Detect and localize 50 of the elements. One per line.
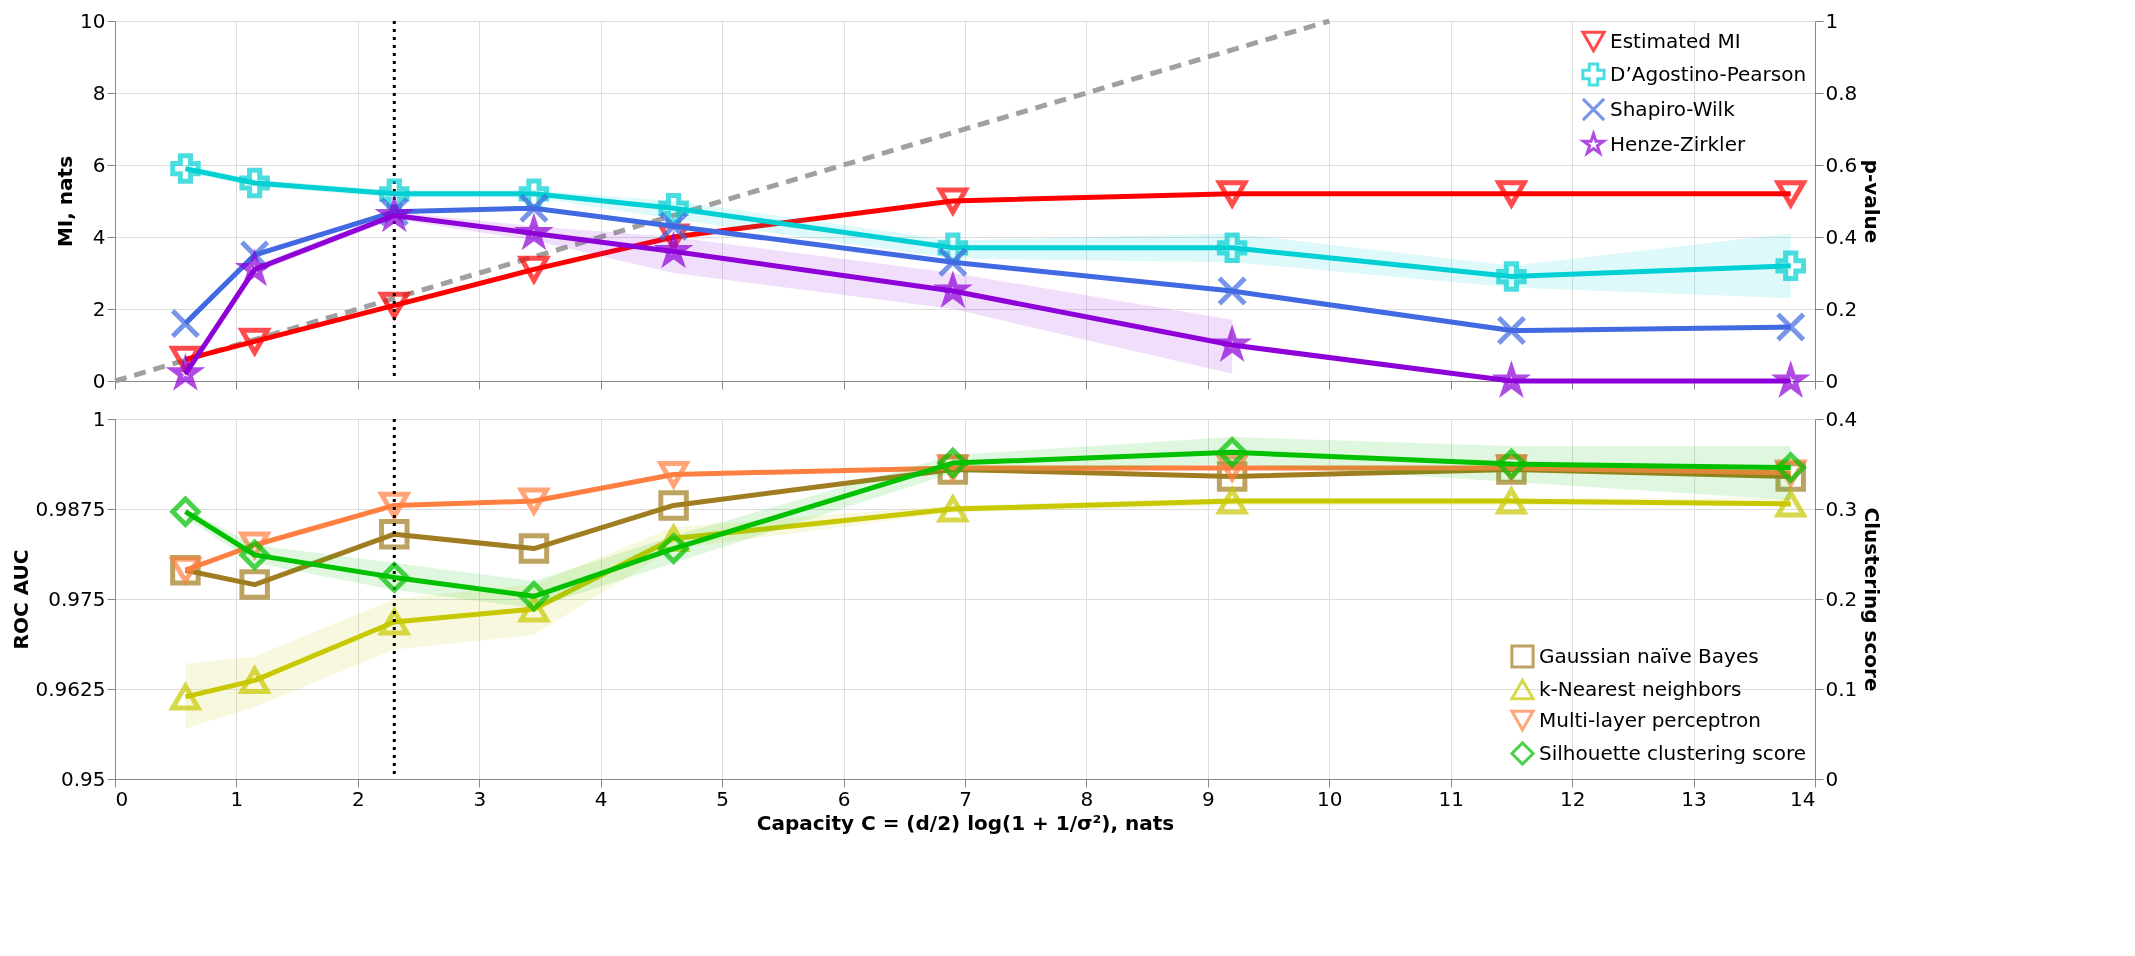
y-tick-label: 0 [92,368,106,393]
y2-tick-label: 0 [1825,368,1839,393]
x-tick-label: 10 [1317,786,1343,811]
y-tick-label: 0.9625 [35,676,106,701]
y-tick-label: 10 [80,8,106,33]
y-tick-label: 1 [92,406,106,431]
legend-label: k-Nearest neighbors [1539,676,1742,701]
legend-label: Multi-layer perceptron [1539,707,1761,732]
legend-label: D’Agostino-Pearson [1610,61,1807,86]
y2-axis-title: Clustering score [1860,507,1885,692]
x-tick-label: 5 [716,786,730,811]
y2-tick-label: 0 [1825,766,1839,791]
x-axis-title: Capacity C = (d/2) log(1 + 1/σ²), nats [756,810,1175,835]
y-tick-label: 8 [92,80,106,105]
x-tick-label: 8 [1080,786,1094,811]
y-tick-label: 6 [92,152,106,177]
y-axis-title: MI, nats [53,155,78,248]
y2-tick-label: 0.6 [1825,152,1858,177]
y-tick-label: 0.95 [60,766,106,791]
legend-label: Shapiro-Wilk [1610,96,1736,121]
y-tick-label: 0.9875 [35,496,106,521]
x-tick-label: 2 [351,786,365,811]
x-tick-label: 14 [1790,786,1816,811]
x-tick-label: 3 [473,786,487,811]
y2-tick-label: 0.3 [1825,496,1858,521]
y2-tick-label: 0.8 [1825,80,1858,105]
y-tick-label: 4 [92,224,106,249]
legend-label: Henze-Zirkler [1610,131,1746,156]
x-tick-label: 6 [837,786,851,811]
x-tick-label: 13 [1681,786,1707,811]
x-tick-label: 1 [230,786,244,811]
y2-tick-label: 0.2 [1825,296,1858,321]
y2-tick-label: 0.4 [1825,224,1858,249]
y-tick-label: 2 [92,296,106,321]
x-tick-label: 9 [1201,786,1215,811]
x-tick-label: 0 [115,786,129,811]
y2-tick-label: 0.2 [1825,586,1858,611]
x-tick-label: 11 [1438,786,1464,811]
y-tick-label: 0.975 [48,586,106,611]
x-tick-label: 7 [959,786,972,811]
x-tick-label: 12 [1559,786,1586,811]
y-axis-title: ROC AUC [8,549,33,650]
x-tick-label: 4 [594,786,608,811]
y2-axis-title: p-value [1860,159,1885,244]
legend-label: Silhouette clustering score [1539,740,1807,765]
y2-tick-label: 0.4 [1825,406,1858,431]
legend-label: Gaussian naïve Bayes [1539,643,1759,668]
legend-label: Estimated MI [1610,28,1741,53]
y2-tick-label: 1 [1825,8,1839,33]
y2-tick-label: 0.1 [1825,676,1858,701]
